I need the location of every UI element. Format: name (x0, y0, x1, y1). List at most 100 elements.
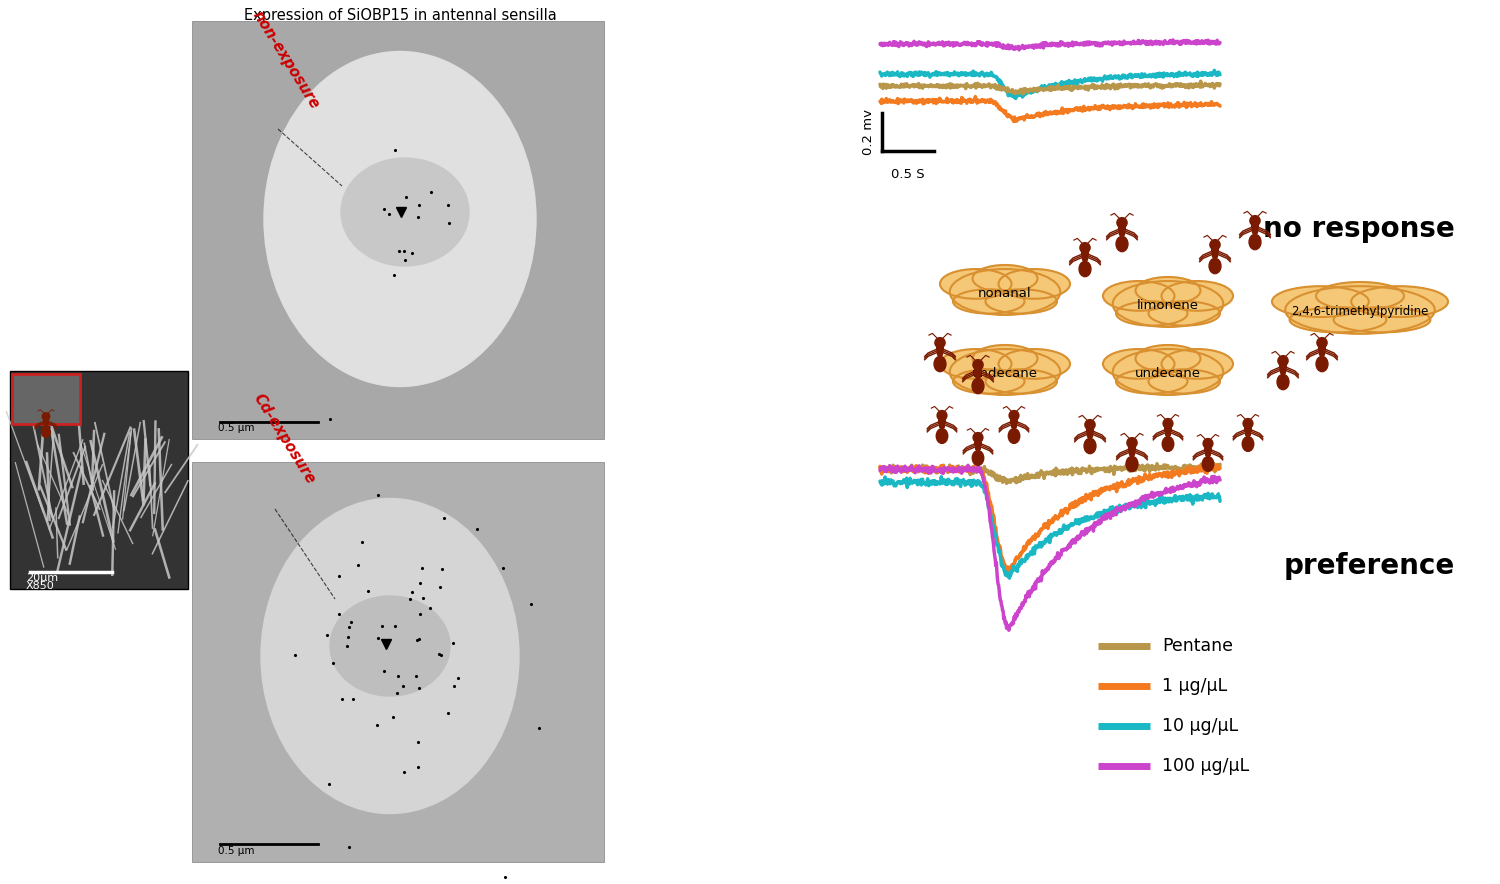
Circle shape (974, 432, 982, 442)
Ellipse shape (1116, 370, 1188, 393)
Text: Cd-exposure: Cd-exposure (251, 392, 318, 487)
Text: 0.5 μm: 0.5 μm (217, 846, 255, 856)
Ellipse shape (1316, 282, 1404, 310)
Circle shape (1278, 355, 1288, 366)
Circle shape (1011, 423, 1017, 429)
Circle shape (1206, 452, 1210, 457)
Circle shape (1084, 420, 1095, 430)
Circle shape (1088, 433, 1092, 438)
Ellipse shape (1119, 225, 1125, 233)
Text: 2,4,6-trimethylpyridine: 2,4,6-trimethylpyridine (1292, 305, 1428, 318)
Ellipse shape (1242, 437, 1254, 452)
Ellipse shape (1286, 286, 1436, 334)
Circle shape (1130, 451, 1134, 456)
Text: undecane: undecane (1136, 367, 1202, 380)
Ellipse shape (1250, 234, 1262, 249)
Ellipse shape (1084, 438, 1096, 453)
Text: 0.5 S: 0.5 S (891, 168, 926, 181)
Ellipse shape (1082, 249, 1089, 258)
Ellipse shape (986, 370, 1058, 393)
Text: 0.5 μm: 0.5 μm (217, 423, 255, 433)
Ellipse shape (1276, 374, 1288, 390)
Ellipse shape (330, 596, 450, 696)
Circle shape (1252, 229, 1257, 234)
Ellipse shape (1272, 286, 1370, 317)
Ellipse shape (950, 269, 1060, 315)
Text: Expression of SiOBP15 in antennal sensilla: Expression of SiOBP15 in antennal sensil… (243, 8, 556, 23)
Circle shape (1083, 256, 1088, 262)
Circle shape (938, 410, 946, 421)
Ellipse shape (1011, 417, 1017, 425)
Ellipse shape (1212, 247, 1218, 255)
Ellipse shape (1161, 349, 1233, 378)
Ellipse shape (264, 51, 536, 386)
FancyBboxPatch shape (12, 374, 80, 424)
FancyBboxPatch shape (192, 462, 604, 862)
Ellipse shape (44, 418, 48, 424)
Circle shape (1281, 370, 1286, 374)
Circle shape (42, 413, 50, 420)
Ellipse shape (1164, 425, 1172, 433)
Text: undecane: undecane (972, 367, 1038, 380)
Circle shape (1245, 431, 1251, 437)
Ellipse shape (986, 289, 1058, 314)
Circle shape (975, 446, 981, 451)
Circle shape (938, 351, 942, 356)
Circle shape (1162, 419, 1173, 429)
Ellipse shape (1116, 301, 1188, 325)
Circle shape (1010, 410, 1019, 421)
Circle shape (1203, 438, 1214, 448)
Ellipse shape (936, 429, 948, 444)
Ellipse shape (1209, 258, 1221, 274)
Ellipse shape (1316, 356, 1328, 371)
Ellipse shape (952, 289, 1024, 314)
Circle shape (1080, 242, 1090, 253)
Ellipse shape (1149, 370, 1220, 393)
Circle shape (1317, 338, 1328, 347)
Ellipse shape (972, 345, 1038, 372)
Text: 100 μg/μL: 100 μg/μL (1162, 757, 1250, 775)
Circle shape (1126, 438, 1137, 448)
Circle shape (1166, 431, 1170, 437)
Text: limonene: limonene (1137, 299, 1198, 312)
Ellipse shape (972, 265, 1038, 292)
Ellipse shape (972, 451, 984, 465)
Ellipse shape (1136, 277, 1200, 304)
Circle shape (1250, 216, 1260, 225)
Ellipse shape (972, 378, 984, 393)
Text: X850: X850 (26, 581, 54, 591)
Ellipse shape (975, 367, 981, 375)
Ellipse shape (1128, 445, 1136, 453)
Ellipse shape (975, 439, 981, 447)
Ellipse shape (1318, 345, 1326, 353)
Circle shape (1118, 217, 1126, 228)
Text: 0.2 mv: 0.2 mv (861, 109, 874, 155)
Ellipse shape (1149, 301, 1220, 325)
Ellipse shape (1113, 281, 1224, 327)
Ellipse shape (1245, 425, 1251, 433)
Ellipse shape (261, 499, 519, 813)
Ellipse shape (940, 349, 1011, 378)
FancyBboxPatch shape (10, 371, 188, 589)
Ellipse shape (1280, 362, 1287, 371)
Text: no response: no response (1263, 215, 1455, 243)
Text: preference: preference (1284, 552, 1455, 580)
Circle shape (1210, 240, 1219, 250)
Text: 10 μg/μL: 10 μg/μL (1162, 717, 1238, 735)
Circle shape (975, 373, 981, 378)
Ellipse shape (1126, 456, 1138, 472)
Ellipse shape (1113, 349, 1224, 395)
Text: 1 μg/μL: 1 μg/μL (1162, 677, 1227, 695)
Ellipse shape (940, 269, 1011, 299)
Circle shape (1119, 232, 1125, 236)
Ellipse shape (1251, 223, 1258, 231)
Ellipse shape (1352, 286, 1448, 317)
FancyBboxPatch shape (192, 21, 604, 439)
Ellipse shape (1162, 437, 1173, 452)
Ellipse shape (1008, 429, 1020, 444)
Text: non-exposure: non-exposure (251, 8, 322, 112)
Circle shape (1320, 351, 1324, 356)
Circle shape (44, 423, 48, 426)
Ellipse shape (1116, 236, 1128, 252)
Ellipse shape (939, 417, 945, 425)
